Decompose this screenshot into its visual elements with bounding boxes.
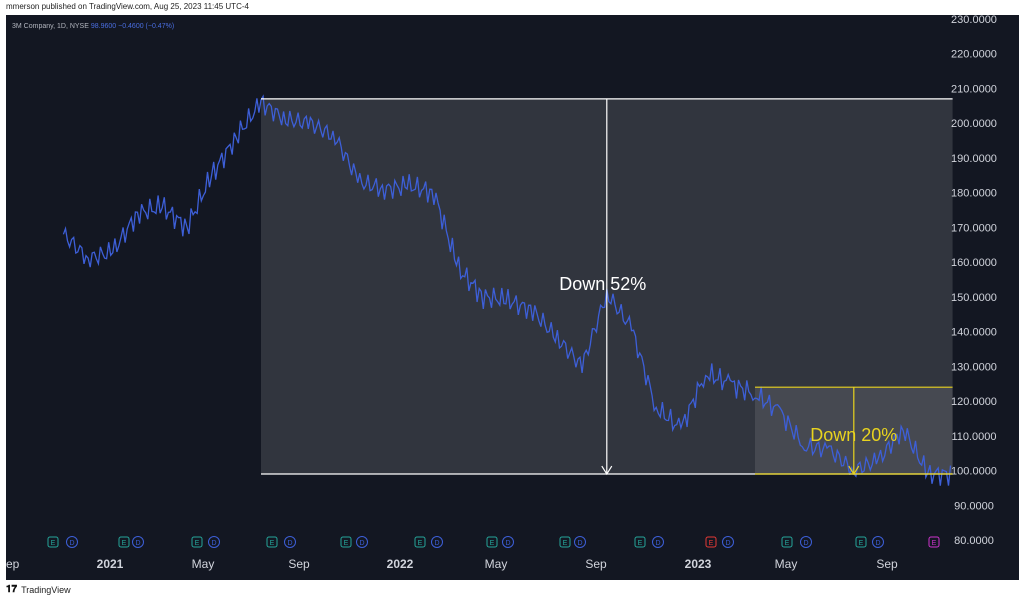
event-letter: D — [211, 540, 216, 547]
price-chart[interactable]: 230.0000 220.0000 210.0000 200.0000 190.0000… — [6, 15, 1019, 580]
y-tick-label: 230.0000 — [951, 15, 997, 26]
y-tick-label: 200.0000 — [951, 118, 997, 130]
event-letter: D — [135, 540, 140, 547]
event-earnings-marker — [705, 536, 717, 548]
y-tick-label: 160.0000 — [951, 257, 997, 269]
measure-label-20: Down 20% — [810, 425, 897, 445]
event-dividend-marker — [652, 536, 664, 548]
event-dividend-marker — [132, 536, 144, 548]
tradingview-logo-icon: 𝟏𝟕 — [6, 584, 18, 595]
x-tick-label: May — [775, 557, 798, 571]
event-letter: D — [287, 540, 292, 547]
x-tick-label: May — [192, 557, 215, 571]
x-tick-label: 2023 — [685, 557, 712, 571]
event-earnings-marker — [414, 536, 426, 548]
event-dividend-marker — [872, 536, 884, 548]
y-tick-label: 150.0000 — [951, 292, 997, 304]
publisher-line: mmerson published on TradingView.com, Au… — [6, 2, 249, 11]
event-earnings-marker — [559, 536, 571, 548]
symbol-legend: 3M Company, 1D, NYSE 98.9600 −0.4600 (−0… — [12, 23, 174, 30]
event-letter: E — [51, 540, 56, 547]
event-dividend-marker — [66, 536, 78, 548]
footer-brand: TradingView — [21, 584, 71, 595]
event-letter: E — [638, 540, 643, 547]
x-tick-label: Sep — [876, 557, 898, 571]
event-letter: D — [803, 540, 808, 547]
event-dividend-marker — [502, 536, 514, 548]
arrow-head-52 — [601, 465, 613, 476]
event-letter: E — [709, 540, 714, 547]
event-earnings-marker — [266, 536, 278, 548]
event-letter: E — [563, 540, 568, 547]
y-tick-label: 180.0000 — [951, 188, 997, 200]
y-tick-label: 170.0000 — [951, 222, 997, 234]
y-tick-label: 130.0000 — [951, 361, 997, 373]
y-tick-label: 90.0000 — [954, 500, 994, 512]
event-dividend-marker — [800, 536, 812, 548]
x-tick-label: 2021 — [97, 557, 124, 571]
y-tick-label: 210.0000 — [951, 83, 997, 95]
event-earnings-marker — [486, 536, 498, 548]
event-dividend-marker — [208, 536, 220, 548]
x-tick-label: Sep — [585, 557, 607, 571]
price-series-line — [62, 94, 952, 486]
chart-panel[interactable]: 3M Company, 1D, NYSE 98.9600 −0.4600 (−0… — [6, 15, 1019, 580]
event-letter: E — [418, 540, 423, 547]
event-earnings-marker — [118, 536, 130, 548]
y-tick-label: 110.0000 — [951, 431, 996, 443]
x-tick-label: Sep — [288, 557, 310, 571]
event-letter: D — [69, 540, 74, 547]
y-tick-label: 80.0000 — [954, 535, 994, 547]
arrow-head-20 — [848, 465, 860, 476]
event-earnings-marker — [340, 536, 352, 548]
y-tick-label: 140.0000 — [951, 327, 997, 339]
x-tick-label: May — [485, 557, 508, 571]
event-dividend-marker — [574, 536, 586, 548]
event-dividend-marker — [356, 536, 368, 548]
event-letter: D — [359, 540, 364, 547]
event-letter: E — [859, 540, 864, 547]
measure-label-52: Down 52% — [559, 274, 646, 294]
event-earnings-marker — [191, 536, 203, 548]
footer: 𝟏𝟕 TradingView — [6, 584, 71, 595]
event-letter: D — [577, 540, 582, 547]
y-tick-label: 100.0000 — [951, 466, 997, 478]
event-earnings-marker — [634, 536, 646, 548]
event-letter: D — [725, 540, 730, 547]
event-letter: E — [490, 540, 495, 547]
event-letter: D — [655, 540, 660, 547]
event-letter: D — [505, 540, 510, 547]
event-dividend-marker — [722, 536, 734, 548]
event-earnings-marker — [781, 536, 793, 548]
event-dividend-marker — [431, 536, 443, 548]
symbol-name: 3M Company, 1D, NYSE — [12, 23, 89, 30]
symbol-values: 98.9600 −0.4600 (−0.47%) — [90, 23, 175, 30]
event-earnings-marker — [855, 536, 867, 548]
event-letter: E — [122, 540, 127, 547]
y-tick-label: 220.0000 — [951, 49, 997, 61]
event-letter: E — [195, 540, 200, 547]
x-tick-label: ep — [6, 557, 20, 571]
event-dividend-marker — [284, 536, 296, 548]
y-tick-label: 190.0000 — [951, 153, 997, 165]
event-earnings-marker — [47, 536, 59, 548]
x-tick-label: 2022 — [387, 557, 414, 571]
event-earnings-marker — [928, 536, 940, 548]
event-letter: D — [875, 540, 880, 547]
event-letter: E — [932, 540, 937, 547]
event-letter: D — [434, 540, 439, 547]
event-letter: E — [344, 540, 349, 547]
event-letter: E — [785, 540, 790, 547]
y-tick-label: 120.0000 — [951, 396, 997, 408]
event-letter: E — [270, 540, 275, 547]
